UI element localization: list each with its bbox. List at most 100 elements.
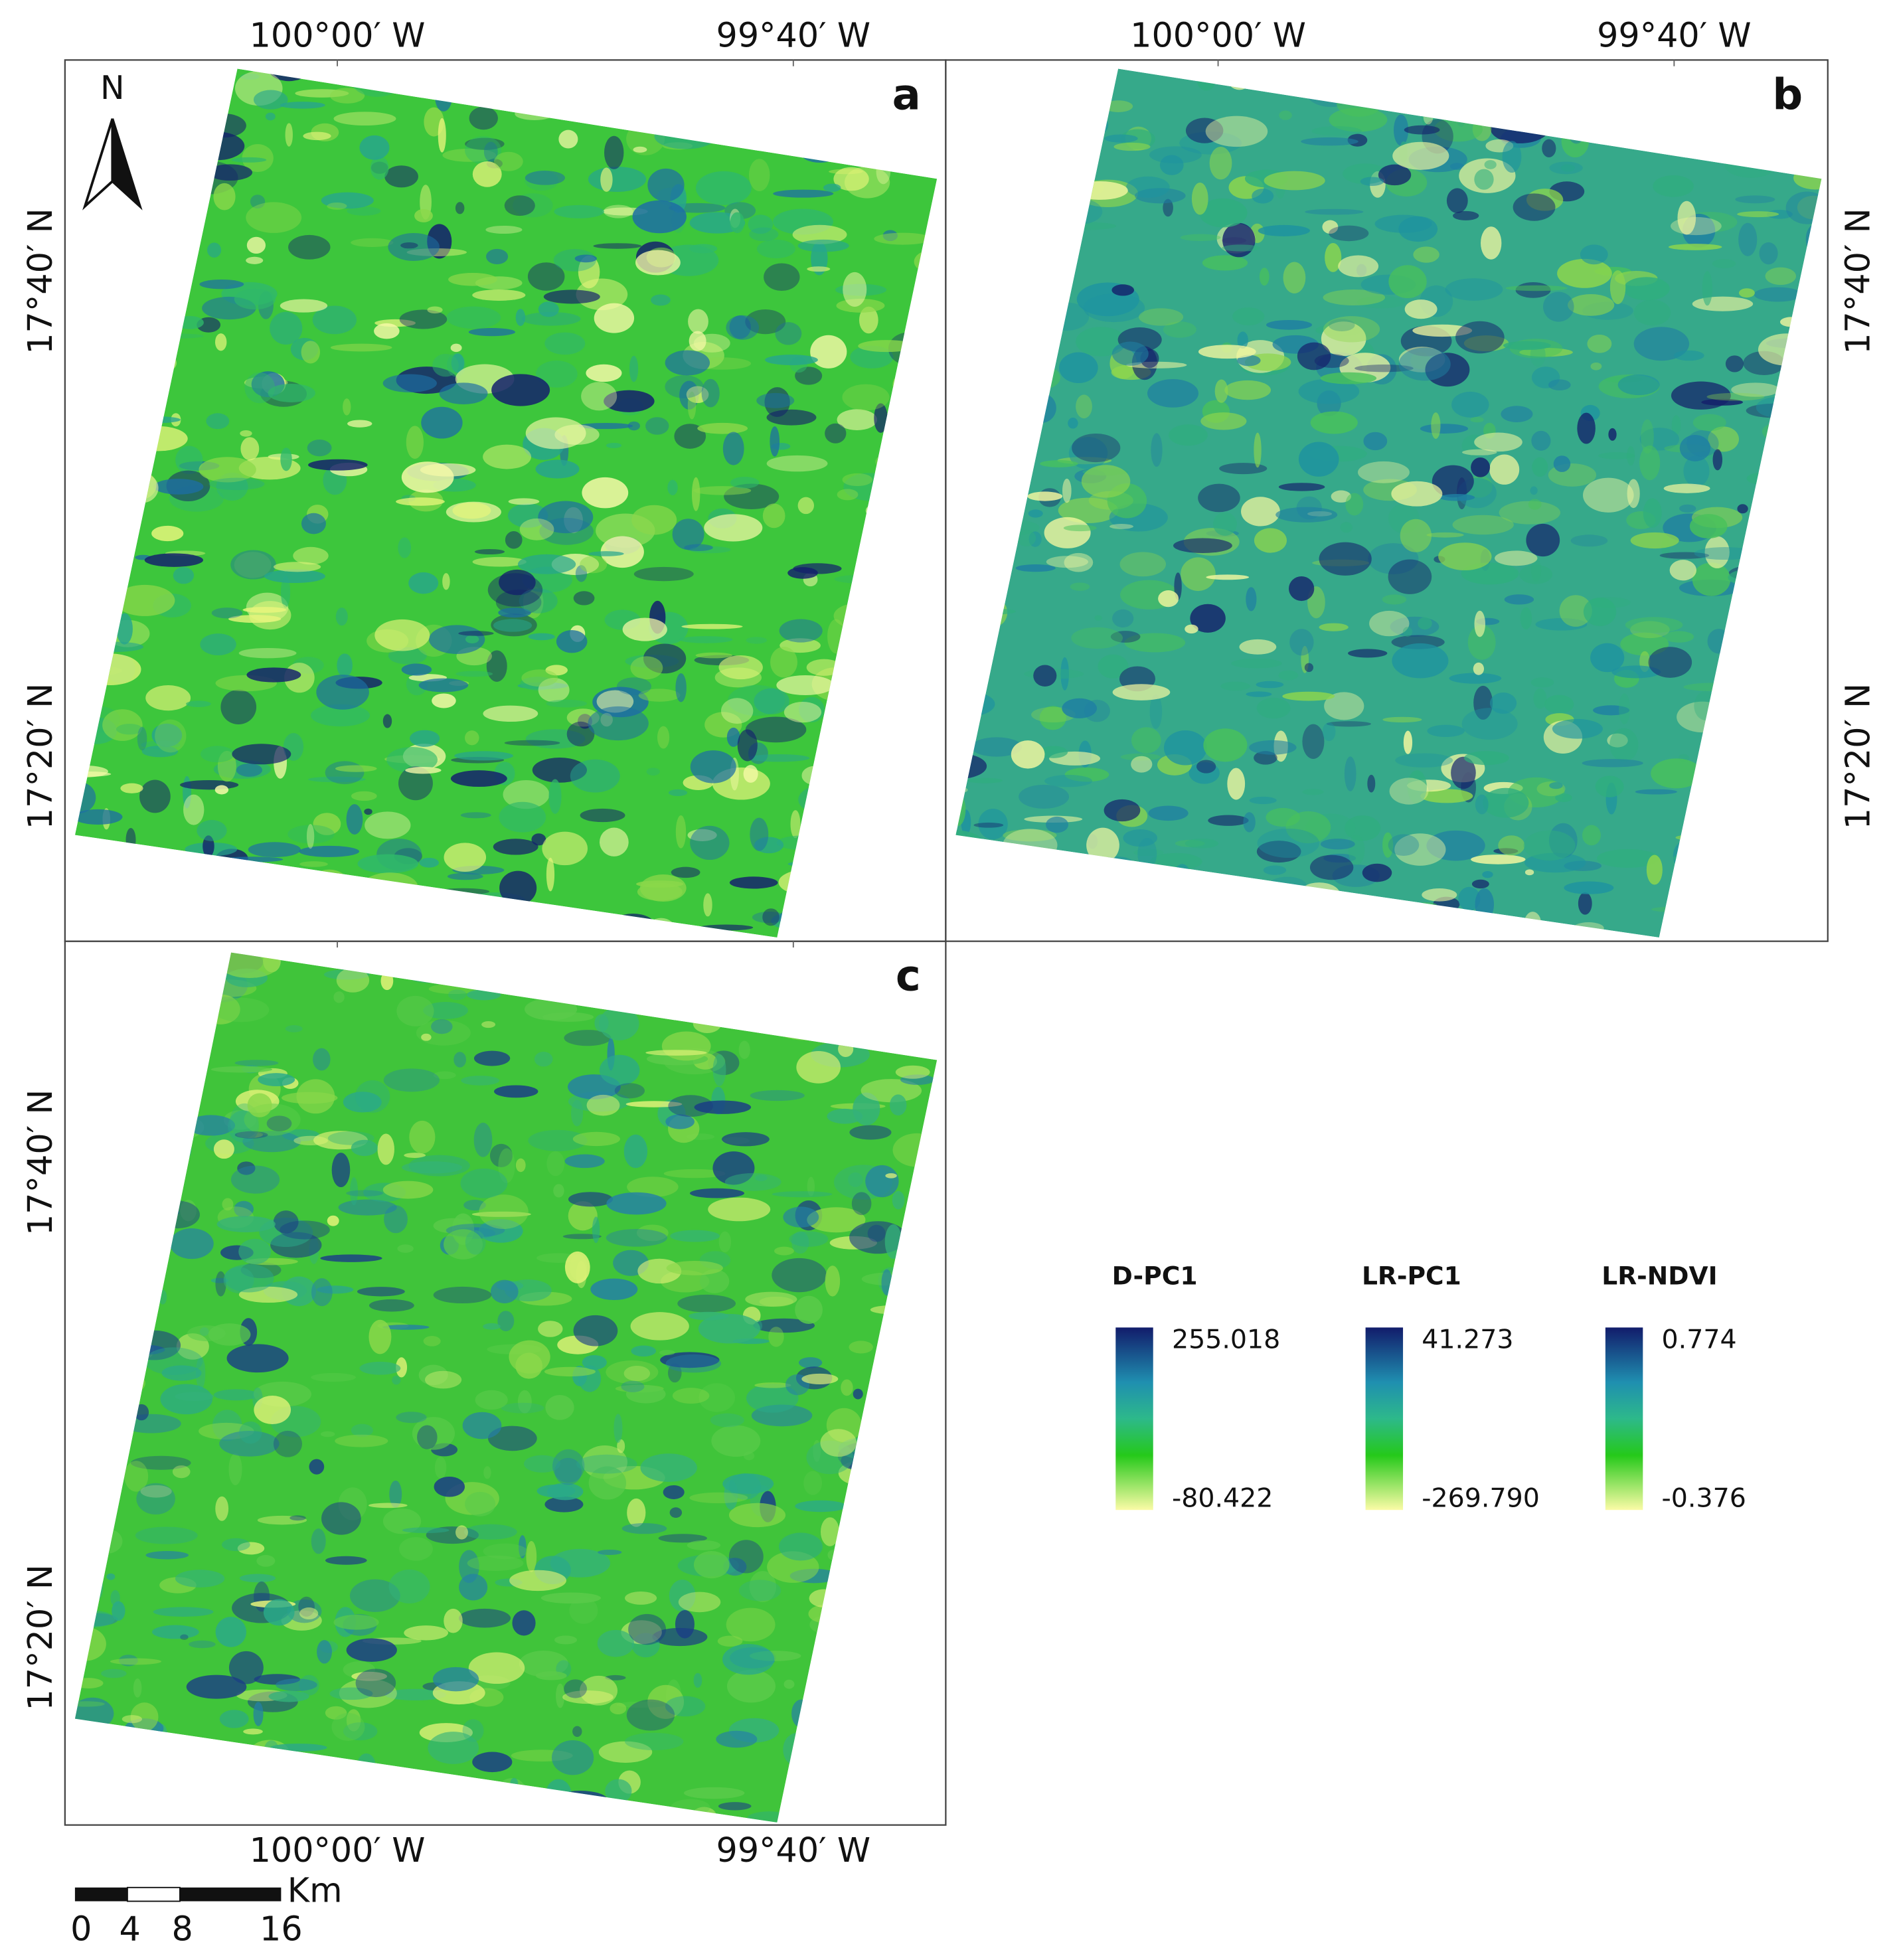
texture [1404, 299, 1437, 319]
texture [347, 420, 372, 428]
texture [1524, 869, 1534, 876]
texture [573, 591, 595, 606]
texture [85, 691, 96, 724]
texture [1661, 109, 1712, 135]
texture [552, 68, 579, 86]
texture [600, 167, 613, 192]
texture [967, 554, 994, 576]
texture [417, 1425, 438, 1449]
color-ramp [1115, 1327, 1153, 1511]
texture [1191, 182, 1208, 215]
texture [870, 1305, 914, 1315]
texture [1256, 697, 1291, 719]
texture [1080, 866, 1138, 892]
texture [234, 1200, 254, 1218]
texture [1400, 519, 1432, 552]
texture [1053, 268, 1066, 300]
texture [473, 1050, 511, 1066]
texture [1692, 296, 1754, 311]
texture [797, 908, 810, 915]
texture [599, 1054, 640, 1086]
texture [74, 1100, 86, 1118]
texture [145, 333, 205, 339]
texture [717, 1635, 743, 1647]
texture [872, 1526, 900, 1545]
texture [590, 68, 615, 88]
texture [1757, 763, 1812, 786]
texture [1283, 262, 1306, 293]
texture [1731, 382, 1780, 397]
legend-title: D-PC1 [1112, 1262, 1198, 1291]
texture [759, 1296, 794, 1307]
texture [958, 893, 982, 922]
texture [1712, 449, 1723, 471]
texture [1519, 348, 1573, 357]
texture [538, 1321, 563, 1337]
texture [425, 68, 436, 88]
texture [746, 1384, 799, 1413]
texture [122, 1715, 143, 1724]
y-label: 17°20′ N [21, 683, 60, 829]
texture [572, 1726, 582, 1737]
texture [1348, 649, 1388, 658]
texture [208, 477, 265, 491]
texture [677, 1294, 736, 1313]
texture [1062, 478, 1072, 503]
texture [1771, 855, 1789, 877]
texture [1131, 756, 1153, 773]
texture [1328, 319, 1355, 332]
texture [1474, 610, 1485, 637]
texture [690, 970, 715, 989]
texture [1583, 597, 1617, 627]
texture [389, 1480, 402, 1508]
texture [866, 1520, 910, 1554]
texture [633, 146, 647, 153]
texture [1728, 564, 1789, 582]
texture [636, 1224, 669, 1242]
texture [1039, 706, 1066, 730]
texture [1451, 391, 1489, 418]
texture [132, 208, 143, 244]
texture [829, 1724, 886, 1733]
texture [93, 1319, 114, 1337]
texture [962, 432, 1007, 461]
texture [1040, 460, 1078, 467]
texture [1403, 730, 1413, 754]
texture [1278, 670, 1299, 681]
texture [1691, 799, 1736, 813]
texture [496, 969, 538, 993]
texture [640, 1453, 697, 1482]
texture [308, 776, 366, 783]
texture [228, 1110, 260, 1143]
texture [1671, 415, 1681, 436]
texture [1226, 68, 1253, 90]
texture [270, 311, 303, 345]
texture [1530, 677, 1554, 688]
texture [918, 1287, 938, 1293]
texture [488, 1426, 537, 1451]
texture [1355, 365, 1414, 372]
texture [630, 1312, 689, 1341]
texture [1222, 222, 1256, 258]
texture [1109, 524, 1134, 529]
texture [155, 1200, 200, 1229]
texture [1520, 607, 1532, 629]
texture [542, 831, 588, 866]
texture [779, 619, 823, 643]
texture [572, 1131, 620, 1147]
texture [74, 1701, 105, 1707]
texture [1712, 259, 1736, 269]
texture [74, 1272, 112, 1295]
texture [333, 112, 396, 126]
texture [431, 1019, 453, 1034]
texture [628, 983, 651, 990]
texture [444, 1229, 483, 1260]
texture [510, 1777, 519, 1789]
texture [1653, 70, 1708, 96]
texture [670, 1230, 720, 1242]
texture [263, 1599, 295, 1626]
texture [258, 1073, 295, 1087]
texture [827, 1550, 839, 1560]
texture [1163, 730, 1207, 766]
texture [599, 1007, 639, 1040]
